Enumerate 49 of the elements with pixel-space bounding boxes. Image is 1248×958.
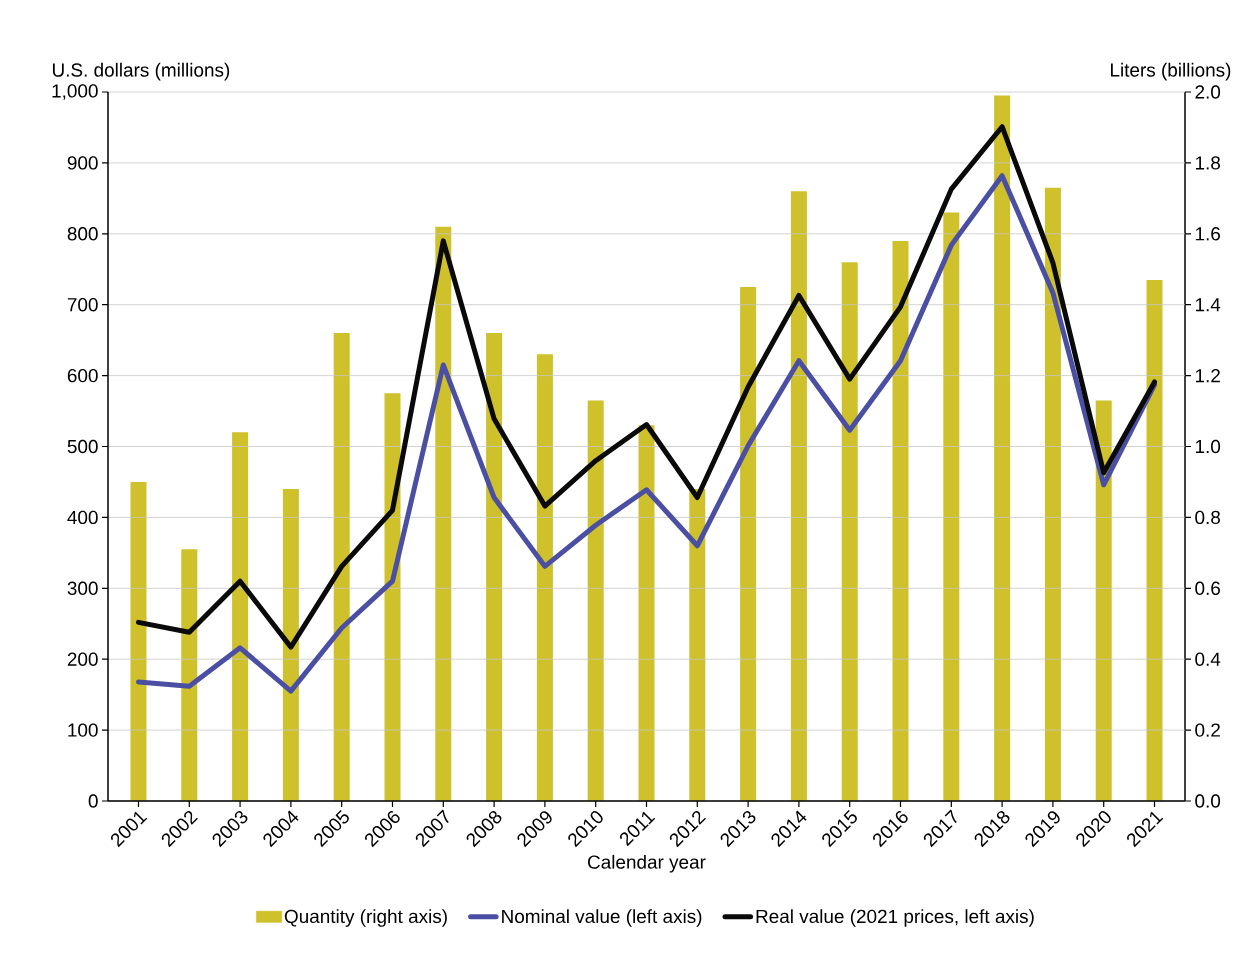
bar — [740, 286, 757, 801]
bar — [587, 400, 604, 801]
y2-tick-label: 0.4 — [1195, 652, 1221, 666]
y-tick-label: 900 — [67, 156, 98, 170]
y-axis-title: U.S. dollars (millions) — [52, 62, 230, 81]
y-tick-label: 500 — [67, 439, 98, 454]
y2-axis-title: Liters (billions) — [1111, 62, 1231, 81]
bar — [282, 489, 299, 801]
y-tick-label: 600 — [67, 368, 98, 383]
y2-tick-label: 0.6 — [1195, 581, 1220, 595]
y2-tick-label: 1.8 — [1195, 156, 1221, 170]
bar — [790, 191, 807, 801]
y2-tick-label: 0.2 — [1195, 723, 1220, 737]
bar — [384, 393, 401, 801]
bar — [333, 333, 350, 801]
y-tick-label: 1,000 — [52, 84, 98, 100]
y2-tick-label: 1.2 — [1195, 368, 1220, 383]
bar — [994, 95, 1011, 801]
bar — [435, 226, 452, 801]
y-tick-label: 300 — [67, 581, 98, 595]
x-axis-title: Calendar year — [588, 854, 706, 873]
y2-tick-label: 0.8 — [1195, 510, 1221, 525]
y2-tick-label: 1.0 — [1195, 439, 1221, 454]
y-tick-label: 700 — [67, 297, 98, 312]
bar — [689, 489, 706, 801]
bar — [232, 432, 249, 801]
y-tick-label: 0 — [88, 794, 98, 808]
y2-tick-label: 1.4 — [1195, 298, 1221, 312]
bar — [486, 333, 503, 801]
bar — [1044, 187, 1061, 801]
legend-label: Nominal value (left axis) — [502, 909, 702, 927]
bar — [943, 212, 960, 801]
bar — [181, 549, 198, 801]
y-tick-label: 200 — [67, 652, 98, 666]
y-tick-label: 400 — [67, 510, 98, 525]
y2-tick-label: 2.0 — [1195, 85, 1221, 99]
y2-tick-label: 0.0 — [1195, 794, 1221, 808]
bar — [536, 354, 553, 801]
legend-label: Quantity (right axis) — [284, 909, 447, 927]
bar — [638, 425, 655, 801]
bar — [892, 240, 909, 801]
y-tick-label: 100 — [68, 723, 98, 737]
legend-label: Real value (2021 prices, left axis) — [756, 909, 1034, 927]
bar — [1146, 279, 1163, 801]
y-tick-label: 800 — [67, 227, 98, 241]
bar — [130, 481, 147, 801]
bar — [1095, 400, 1112, 801]
y2-tick-label: 1.6 — [1195, 227, 1220, 241]
bar — [841, 262, 858, 801]
